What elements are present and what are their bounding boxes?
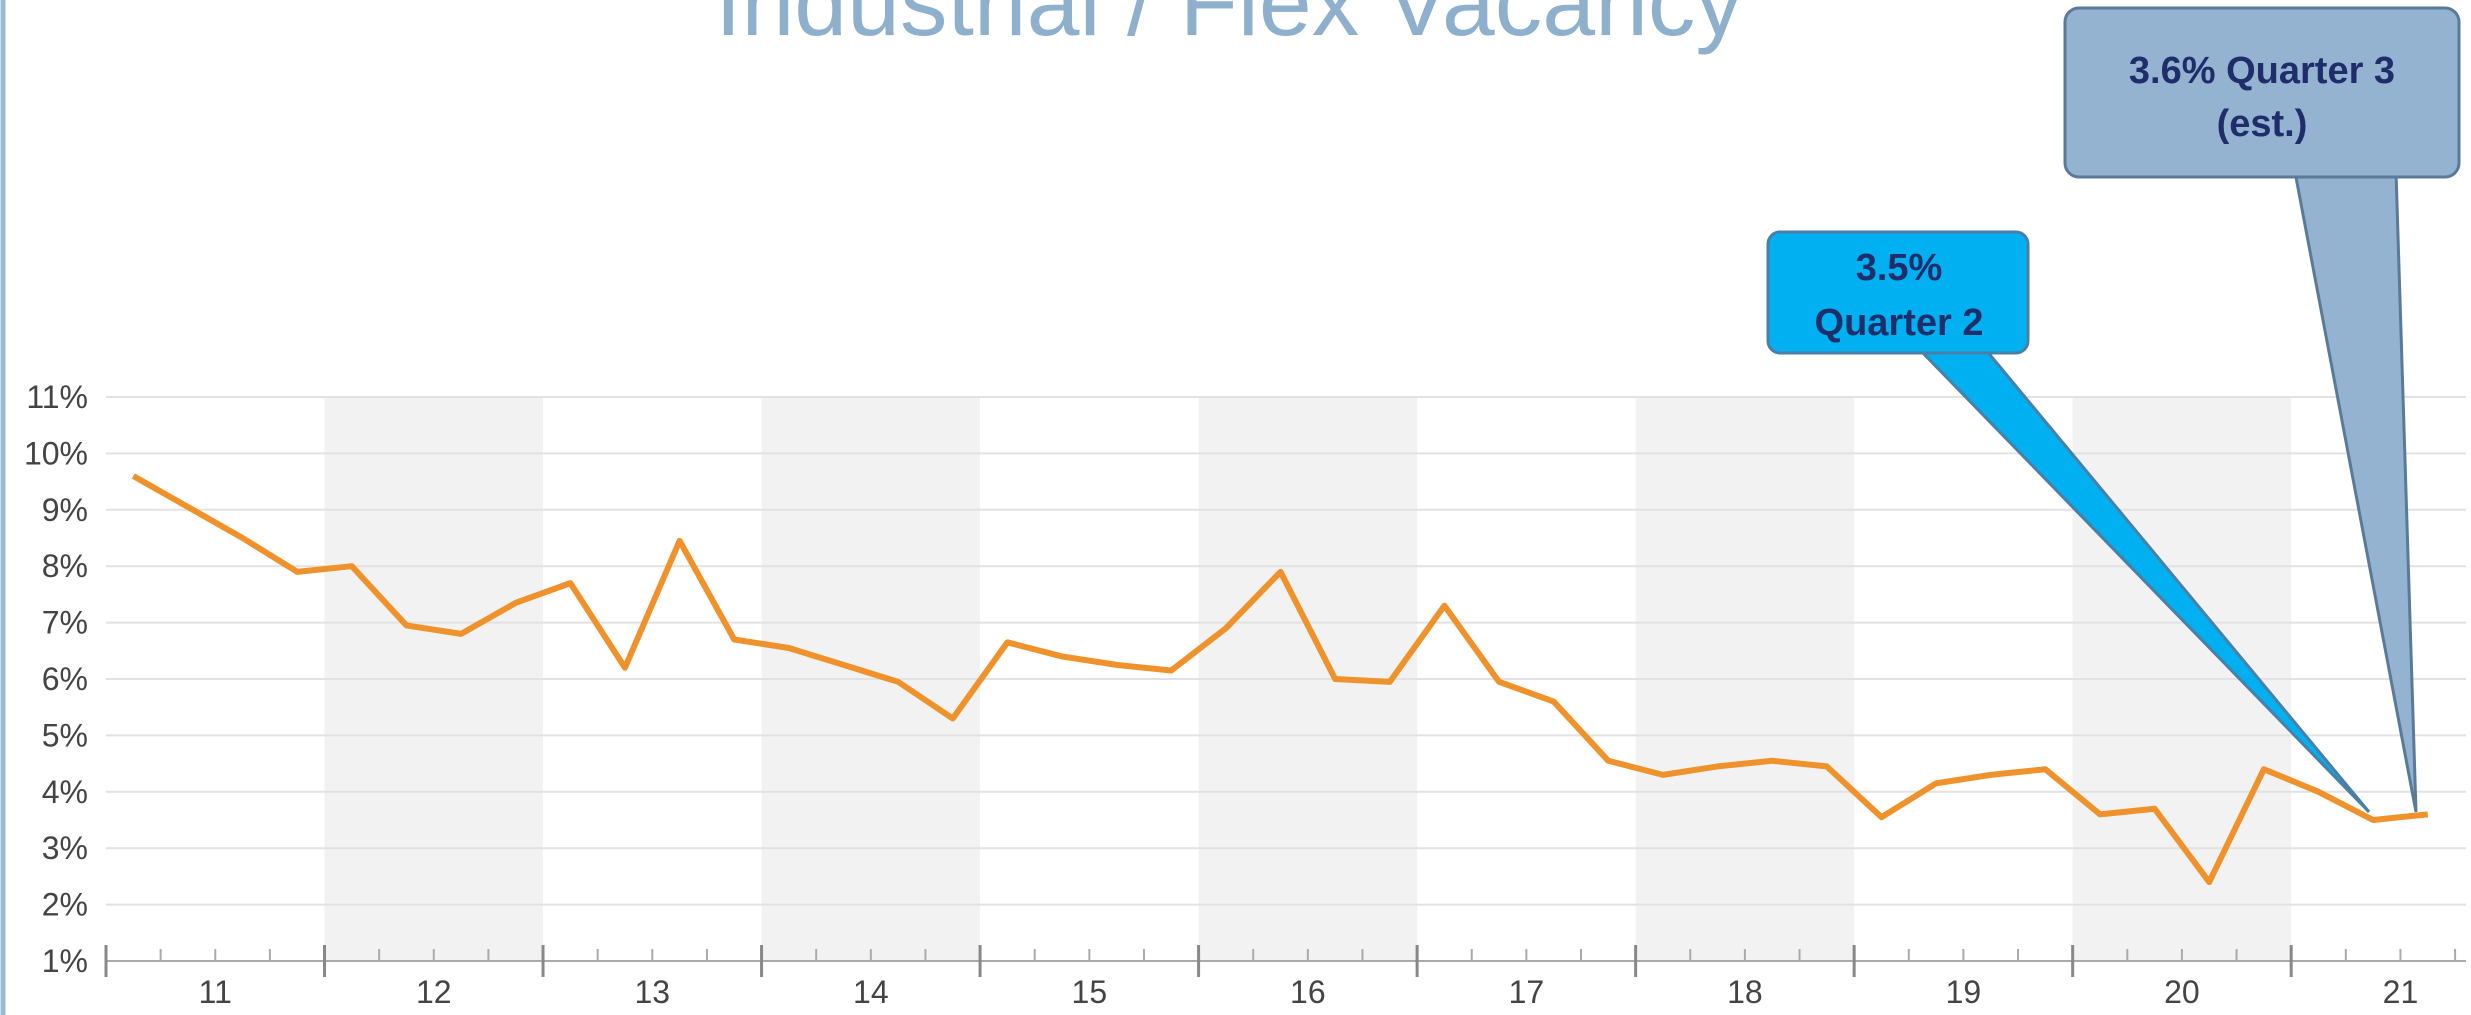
grid: 1% 2% 3% 4% 5% 6% 7% 8% 9% 10% 11% 11 12 13 14 15 16 17 18… xyxy=(24,379,2466,1010)
x-tick-label: 14 xyxy=(853,974,889,1010)
x-tick-label: 15 xyxy=(1072,974,1108,1010)
y-tick-label: 1% xyxy=(42,943,88,979)
x-tick-label: 18 xyxy=(1727,974,1763,1010)
callout-text: 3.5% xyxy=(1856,247,1943,289)
x-tick-label: 12 xyxy=(416,974,452,1010)
y-tick-label: 3% xyxy=(42,830,88,866)
x-tick-label: 21 xyxy=(2383,974,2419,1010)
x-tick-label: 13 xyxy=(634,974,670,1010)
callout-q3: 3.6% Quarter 3 (est.) xyxy=(2063,6,2461,813)
x-tick-label: 17 xyxy=(1509,974,1545,1010)
callout-text: 3.6% Quarter 3 xyxy=(2129,50,2395,92)
callout-box xyxy=(2063,6,2461,179)
y-tick-label: 11% xyxy=(26,379,88,415)
y-tick-label: 6% xyxy=(42,661,88,697)
plot xyxy=(131,473,2429,886)
callout-text: (est.) xyxy=(2217,103,2308,145)
y-tick-label: 9% xyxy=(42,492,88,528)
chart-title: Industrial / Flex Vacancy xyxy=(715,0,1743,56)
x-tick-label: 16 xyxy=(1290,974,1326,1010)
callout-box xyxy=(1766,230,2030,355)
x-tick-label: 20 xyxy=(2164,974,2200,1010)
y-tick-label: 8% xyxy=(42,548,88,584)
y-tick-label: 4% xyxy=(42,774,88,810)
callout-text: Quarter 2 xyxy=(1815,302,1984,344)
y-tick-label: 2% xyxy=(42,887,88,923)
x-tick-label: 11 xyxy=(199,974,232,1010)
callout-q2: 3.5% Quarter 2 xyxy=(1766,230,2371,814)
y-tick-label: 10% xyxy=(24,435,88,471)
callout-pointer xyxy=(2293,170,2418,813)
y-tick-label: 5% xyxy=(42,717,88,753)
x-tick-label: 19 xyxy=(1946,974,1982,1010)
data-line xyxy=(131,473,2429,886)
y-tick-label: 7% xyxy=(42,605,88,641)
